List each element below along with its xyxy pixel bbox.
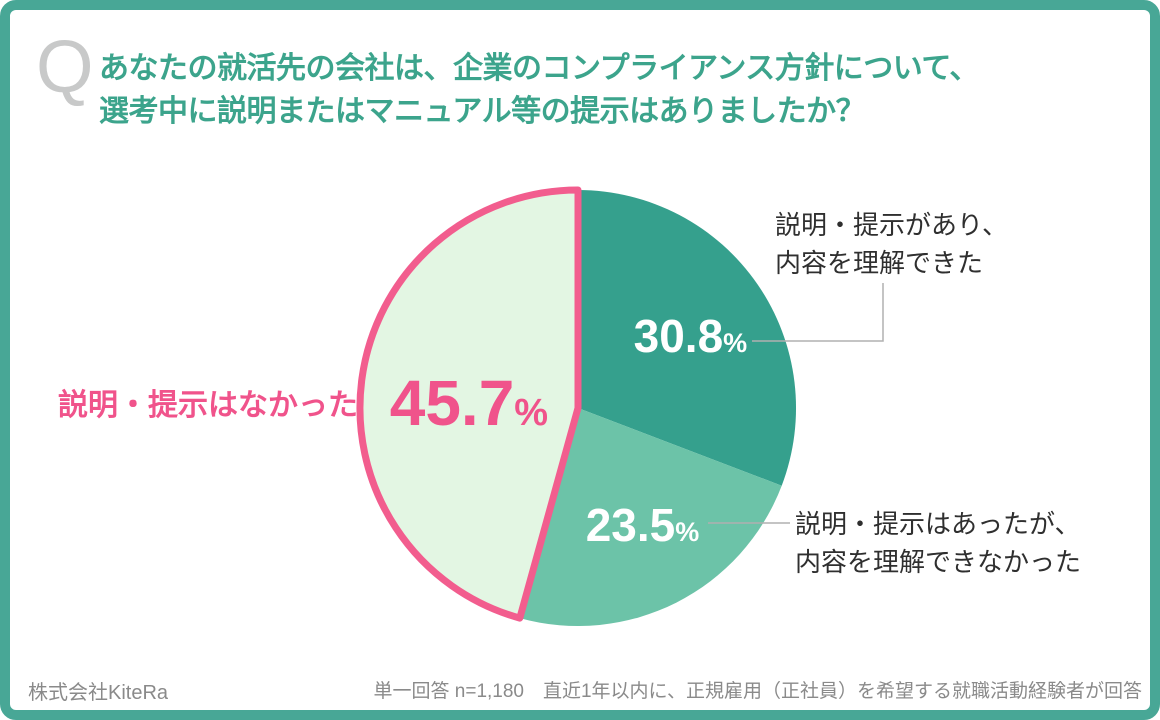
pie-value-0: 30.8%: [634, 313, 748, 359]
pie-slice-1: [519, 408, 782, 627]
pie-value-number-1: 23.5: [585, 498, 676, 551]
pie-value-2: 45.7%: [390, 371, 548, 435]
pie-slice-0: [578, 190, 797, 486]
pie-slice-2: [356, 186, 582, 622]
slice-label-understood-line-2: 内容を理解できた: [775, 248, 984, 278]
pie-value-unit-0: %: [723, 327, 748, 358]
slice-label-understood-line-1: 説明・提示があり、: [775, 210, 1008, 240]
callout-line-0: [752, 283, 884, 342]
slice-label-not-understood-line-1: 説明・提示はあったが、: [795, 509, 1081, 539]
question-mark-label: Q: [36, 25, 94, 108]
pie-value-1: 23.5%: [586, 502, 700, 548]
survey-note: 単一回答 n=1,180 直近1年以内に、正規雇用（正社員）を希望する就職活動経…: [373, 681, 1143, 702]
question-title-line-2: 選考中に説明またはマニュアル等の提示はありましたか？: [99, 95, 866, 128]
question-title-line-1: あなたの就活先の会社は、企業のコンプライアンス方針について、: [99, 52, 979, 85]
slice-label-not-understood: 説明・提示はあったが、 内容を理解できなかった: [795, 505, 1081, 581]
pie-value-unit-2: %: [514, 392, 549, 435]
slice-label-understood: 説明・提示があり、 内容を理解できた: [775, 206, 1008, 282]
slice-label-not-understood-line-2: 内容を理解できなかった: [795, 547, 1082, 577]
question-title: あなたの就活先の会社は、企業のコンプライアンス方針について、 選考中に説明または…: [99, 47, 979, 133]
pie-value-number-2: 45.7: [389, 367, 515, 440]
pie-value-unit-1: %: [675, 516, 700, 547]
company-name: 株式会社KiteRa: [28, 682, 169, 704]
slice-label-none: 説明・提示はなかった: [58, 389, 358, 422]
pie-value-number-0: 30.8: [633, 309, 724, 362]
